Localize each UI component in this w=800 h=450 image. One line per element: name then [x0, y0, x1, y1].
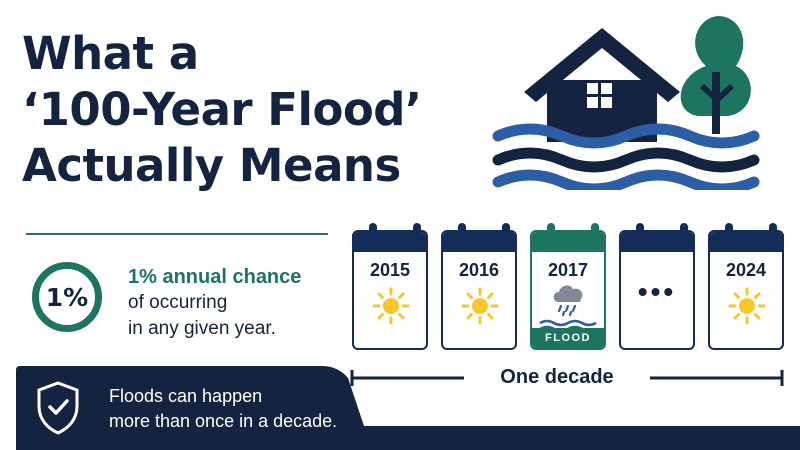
- shield-check-icon: [37, 381, 79, 435]
- calendar-card-2024: 2024: [708, 230, 784, 350]
- calendar-ring: [547, 223, 555, 237]
- rain-cloud-icon: [553, 285, 583, 317]
- decade-timeline: [350, 370, 784, 386]
- calendar-year: 2017: [547, 260, 589, 280]
- title-line-1: What a: [22, 27, 199, 80]
- percent-badge: 1%: [32, 262, 102, 332]
- calendar-year: 2015: [369, 260, 411, 280]
- flood-waves-icon: [492, 123, 760, 190]
- title-line-3: Actually Means: [22, 139, 401, 192]
- banner-background: [16, 366, 800, 450]
- sun-icon: [372, 287, 410, 325]
- annual-chance-text-2: in any given year.: [128, 318, 276, 339]
- calendar-ring: [680, 223, 688, 237]
- calendar-card-ellipsis: •••: [619, 230, 695, 350]
- calendar-ring: [591, 223, 599, 237]
- banner-line-1: Floods can happen: [109, 386, 263, 406]
- sun-icon: [461, 287, 499, 325]
- title-line-2: ‘100-Year Flood’: [22, 83, 422, 136]
- calendar-ring: [769, 223, 777, 237]
- calendar-ring: [502, 223, 510, 237]
- banner-message: Floods can happen more than once in a de…: [109, 384, 337, 434]
- calendar-ring: [725, 223, 733, 237]
- divider: [26, 233, 328, 235]
- calendar-ring: [413, 223, 421, 237]
- annual-chance-headline: 1% annual chance: [128, 266, 302, 288]
- calendar-card-2016: 2016: [441, 230, 517, 350]
- calendar-ring: [458, 223, 466, 237]
- annual-chance-text-1: of occurring: [128, 292, 228, 313]
- house-flood-illustration: [492, 16, 760, 190]
- percent-value: 1%: [45, 282, 89, 312]
- calendar-year: 2016: [458, 260, 500, 280]
- flood-label: FLOOD: [532, 328, 604, 348]
- sun-icon: [728, 287, 766, 325]
- calendar-ring: [369, 223, 377, 237]
- decade-label: One decade: [500, 366, 614, 388]
- ellipsis: •••: [637, 276, 677, 307]
- banner-line-2: more than once in a decade.: [109, 411, 338, 431]
- calendar-ring: [636, 223, 644, 237]
- calendar-year: 2024: [725, 260, 767, 280]
- calendar-card-2017: 2017 FLOOD: [530, 230, 606, 350]
- tree-icon: [680, 16, 751, 134]
- page-title: What a ‘100-Year Flood’ Actually Means: [22, 26, 422, 194]
- calendar-card-2015: 2015: [352, 230, 428, 350]
